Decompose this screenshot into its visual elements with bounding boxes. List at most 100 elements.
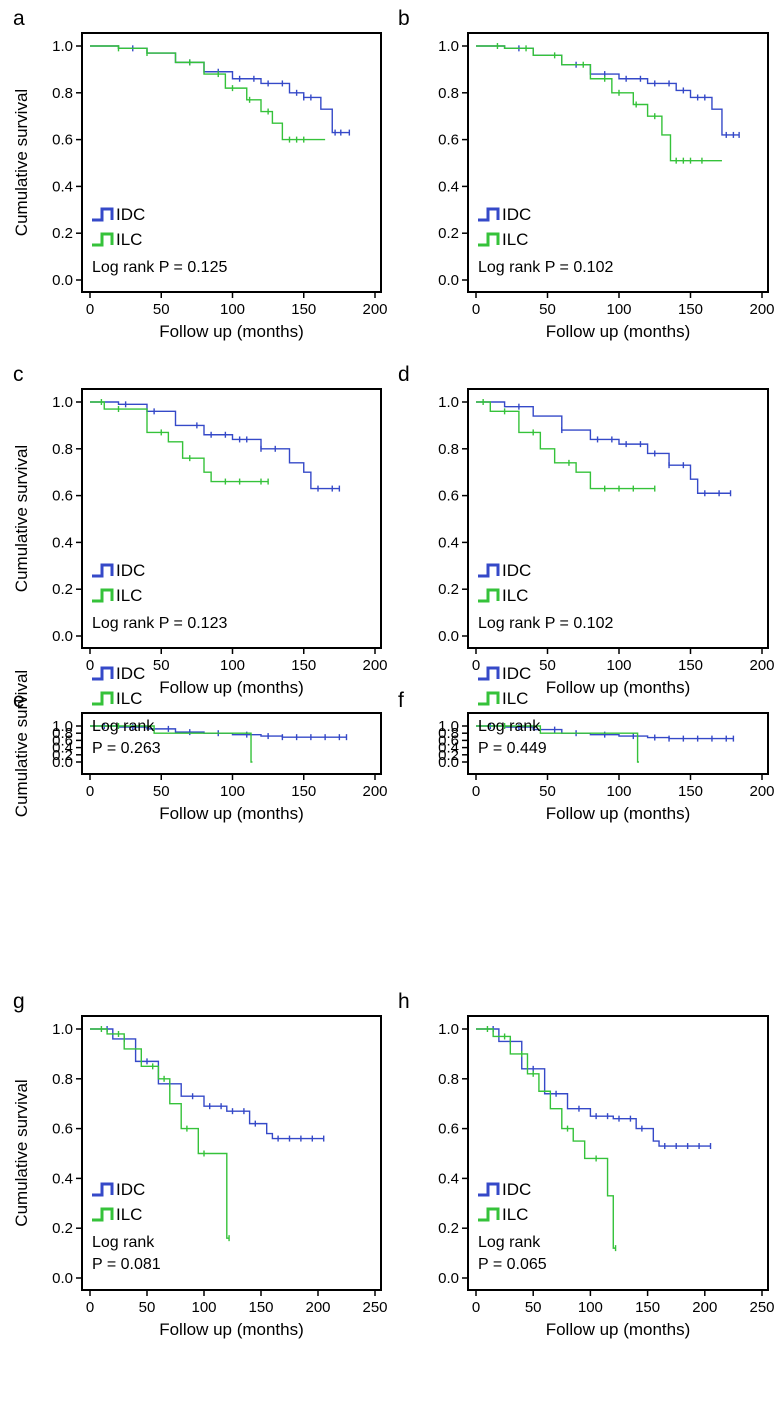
x-tick-label: 150 [291,657,316,674]
x-tick-label: 50 [153,783,170,800]
y-tick-label: 1.0 [52,394,73,411]
series-ilc-curve [90,725,253,763]
log-rank-annotation: Log rank [92,718,155,735]
x-tick-label: 100 [220,657,245,674]
y-tick-label: 0.4 [438,1170,459,1187]
plot-frame [467,712,769,775]
panel-d: d 0.0 0.2 0.4 0.6 0.8 1.0 0 50 100 150 200 Follow up… [398,363,774,697]
x-tick-label: 50 [153,657,170,674]
legend-label-ilc: ILC [502,1205,528,1224]
panel-letter: c [13,363,24,386]
x-axis-title: Follow up (months) [159,804,304,823]
y-tick-label: 0.6 [438,1121,459,1138]
log-rank-annotation: P = 0.263 [92,740,161,757]
y-tick-label: 0.8 [52,85,73,102]
legend-symbol-idc [92,1182,114,1197]
y-tick-label: 0.2 [52,581,73,598]
x-tick-label: 50 [153,301,170,318]
y-tick-label: 0.8 [52,1071,73,1088]
series-idc-curve [476,1028,711,1147]
y-tick-label: 0.6 [438,132,459,149]
x-tick-label: 100 [220,783,245,800]
x-tick-label: 200 [305,1299,330,1316]
legend-symbol-idc [92,666,114,681]
y-tick-label: 1.0 [52,718,73,735]
x-tick-label: 150 [635,1299,660,1316]
x-axis-title: Follow up (months) [159,678,304,697]
legend-label-ilc: ILC [502,689,528,708]
legend-label-idc: IDC [502,561,531,580]
x-axis-title: Follow up (months) [546,804,691,823]
x-tick-label: 150 [291,301,316,318]
x-tick-label: 200 [362,301,387,318]
legend-label-idc: IDC [502,1180,531,1199]
panel-letter: a [13,7,25,30]
x-tick-label: 250 [362,1299,387,1316]
y-tick-label: 0.0 [438,754,459,771]
x-axis-title: Follow up (months) [159,1320,304,1339]
plot-frame [81,1015,382,1291]
legend-symbol-ilc [478,691,500,706]
y-tick-label: 1.0 [438,1021,459,1038]
legend-label-idc: IDC [116,561,145,580]
y-tick-label: 0.4 [438,534,459,551]
y-axis-title: Cumulative survival [12,89,31,236]
plot-frame [467,388,769,649]
series-ilc-curve [476,45,722,162]
y-axis-title: Cumulative survival [12,1079,31,1226]
y-tick-label: 0.8 [52,441,73,458]
log-rank-annotation: P = 0.449 [478,740,547,757]
plot-frame [467,32,769,293]
y-tick-label: 0.6 [438,732,459,749]
x-tick-label: 50 [539,657,556,674]
legend-label-idc: IDC [116,664,145,683]
y-tick-label: 0.4 [52,1170,73,1187]
plot-frame [81,388,382,649]
x-tick-label: 0 [86,301,94,318]
legend-symbol-idc [478,666,500,681]
panel-b: b 0.0 0.2 0.4 0.6 0.8 1.0 0 50 100 150 200 Follow up… [398,7,774,341]
y-tick-label: 0.8 [438,1071,459,1088]
y-tick-label: 1.0 [438,394,459,411]
y-tick-label: 0.4 [52,740,73,757]
series-idc-curve [476,401,731,494]
log-rank-annotation: Log rank P = 0.123 [92,615,227,632]
x-tick-label: 50 [539,301,556,318]
y-tick-label: 1.0 [52,38,73,55]
legend-label-ilc: ILC [116,230,142,249]
y-tick-label: 0.4 [52,178,73,195]
x-tick-label: 0 [472,301,480,318]
y-axis-title: Cumulative survival [12,670,31,817]
panel-a: a 0.0 0.2 0.4 0.6 0.8 1.0 0 50 100 150 200 Follow up… [12,7,388,341]
x-axis-title: Follow up (months) [546,678,691,697]
plot-frame [467,1015,769,1291]
x-tick-label: 200 [692,1299,717,1316]
x-tick-label: 200 [749,657,774,674]
y-tick-label: 0.6 [438,488,459,505]
legend-label-idc: IDC [116,1180,145,1199]
series-idc-curve [476,45,740,136]
panel-letter: h [398,990,410,1013]
x-tick-label: 0 [86,783,94,800]
log-rank-annotation: Log rank [92,1234,155,1251]
y-tick-label: 0.0 [52,272,73,289]
log-rank-annotation: Log rank [478,1234,541,1251]
x-tick-label: 200 [749,301,774,318]
legend-symbol-ilc [478,1207,500,1222]
series-ilc-curve [476,401,655,490]
legend-label-idc: IDC [116,205,145,224]
x-tick-label: 150 [291,783,316,800]
x-tick-label: 200 [362,783,387,800]
panel-h: h 0.0 0.2 0.4 0.6 0.8 1.0 0 50 100 150 200 250 Follow… [398,990,774,1339]
y-tick-label: 0.2 [438,747,459,764]
series-ilc-curve [90,401,269,483]
x-tick-label: 100 [606,783,631,800]
x-tick-label: 50 [539,783,556,800]
y-tick-label: 0.6 [52,732,73,749]
y-tick-label: 0.2 [52,1220,73,1237]
x-tick-label: 0 [472,657,480,674]
legend-symbol-idc [478,1182,500,1197]
y-tick-label: 0.8 [438,441,459,458]
series-idc-curve [90,401,340,490]
